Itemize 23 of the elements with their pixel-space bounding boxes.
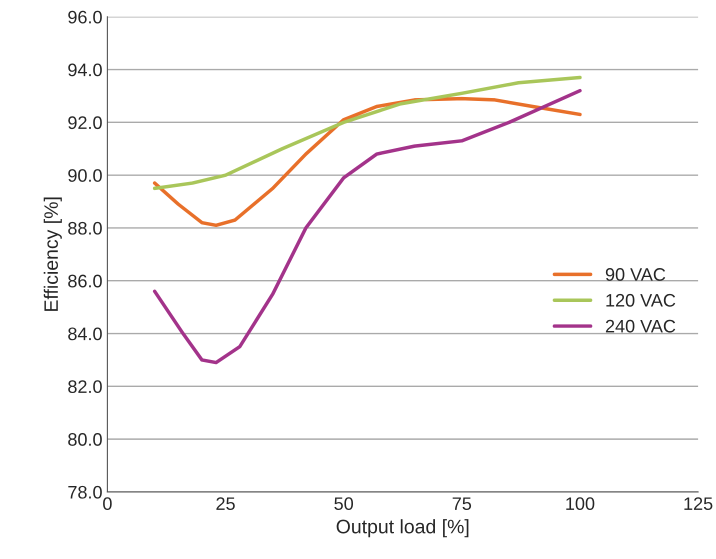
x-tick-label: 25 xyxy=(216,497,235,510)
x-tick-label: 0 xyxy=(103,497,112,510)
legend-label: 90 VAC xyxy=(606,268,666,281)
y-tick-label: 80.0 xyxy=(68,433,102,446)
y-tick-label: 90.0 xyxy=(68,169,102,182)
y-tick-label: 84.0 xyxy=(68,327,102,340)
legend-label: 120 VAC xyxy=(606,294,676,307)
x-tick-label: 100 xyxy=(566,497,594,510)
y-tick-label: 96.0 xyxy=(68,10,102,24)
x-axis-title: Output load [%] xyxy=(336,519,468,538)
line-series xyxy=(152,76,582,190)
y-tick-label: 92.0 xyxy=(68,116,102,130)
x-tick-label: 125 xyxy=(684,497,712,510)
y-tick-label: 94.0 xyxy=(68,64,102,76)
x-tick-label: 50 xyxy=(334,497,354,510)
y-tick-label: 78.0 xyxy=(68,486,102,499)
y-tick-label: 88.0 xyxy=(68,222,102,235)
y-tick-label: 86.0 xyxy=(68,274,102,288)
y-tick-label: 82.0 xyxy=(68,380,102,394)
legend-label: 240 VAC xyxy=(606,320,676,333)
y-axis-title: Efficiency [%] xyxy=(44,198,62,311)
line-series xyxy=(152,88,582,364)
x-tick-label: 75 xyxy=(452,497,472,510)
